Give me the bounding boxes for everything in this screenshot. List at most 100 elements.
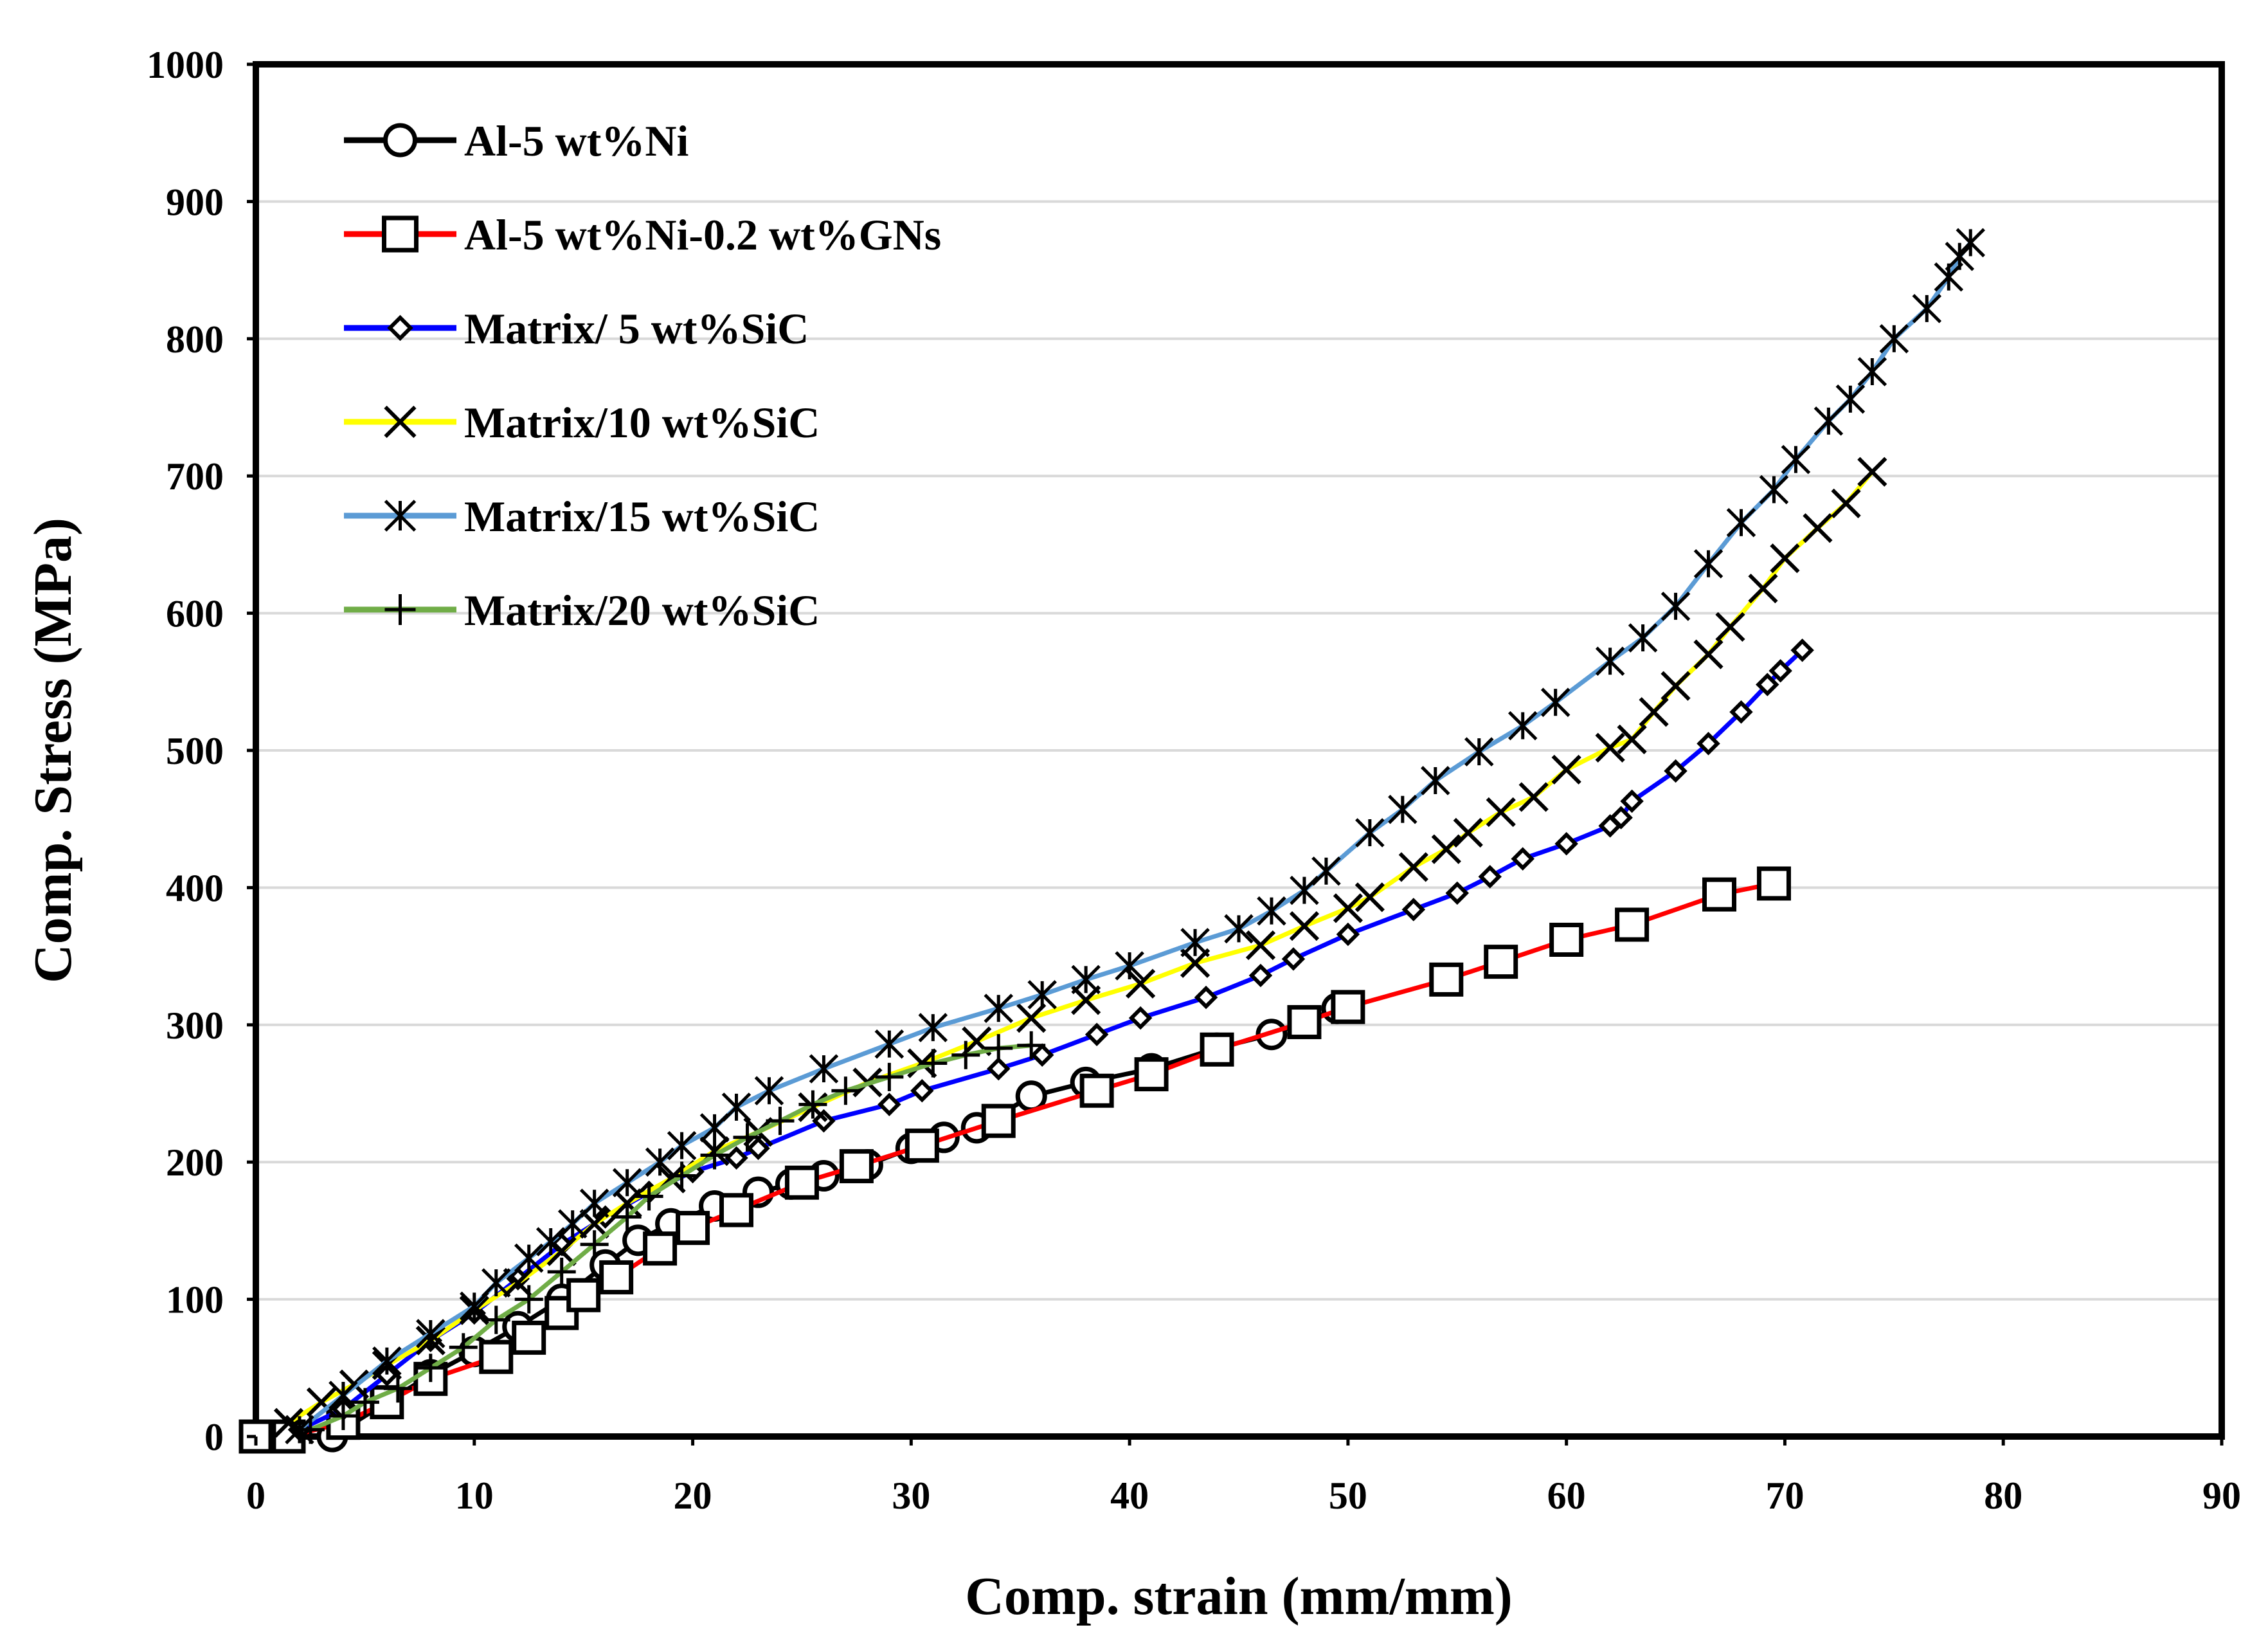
series-6 — [296, 1031, 1046, 1444]
data-point-diamond — [746, 1136, 770, 1161]
legend-item-3: Matrix/ 5 wt%SiC — [344, 304, 809, 353]
data-point-square — [839, 1149, 874, 1184]
data-point-x — [306, 1387, 337, 1417]
legend-label: Al-5 wt%Ni-0.2 wt%GNs — [464, 210, 941, 259]
data-point-diamond — [1194, 985, 1218, 1010]
data-point-plus — [383, 1374, 412, 1403]
data-point-star — [416, 1319, 446, 1348]
data-point-plus — [482, 1305, 510, 1334]
y-tick-label: 400 — [166, 867, 224, 909]
data-point-plus — [700, 1141, 729, 1170]
data-point-star — [372, 1346, 402, 1376]
y-tick-label: 900 — [166, 181, 224, 223]
data-point-star — [667, 1130, 697, 1161]
x-tick-label: 60 — [1547, 1474, 1586, 1517]
data-point-star — [1661, 592, 1691, 621]
data-point-x — [1617, 724, 1647, 755]
data-point-star — [1224, 914, 1254, 944]
x-tick-label: 0 — [246, 1474, 266, 1517]
data-point-star — [1071, 965, 1101, 995]
data-point-star — [1956, 228, 1986, 258]
data-point-square — [719, 1193, 754, 1228]
legend-label: Matrix/10 wt%SiC — [464, 398, 820, 447]
legend-label: Matrix/20 wt%SiC — [464, 586, 820, 635]
data-point-diamond — [1790, 638, 1814, 662]
data-point-diamond — [1478, 865, 1502, 889]
data-point-x — [1431, 834, 1461, 864]
data-point-x — [1770, 543, 1800, 574]
data-point-square — [643, 1231, 678, 1266]
legend-item-5: Matrix/15 wt%SiC — [344, 492, 820, 541]
legend-item-2: Al-5 wt%Ni-0.2 wt%GNs — [344, 210, 941, 259]
data-point-star — [1257, 896, 1286, 926]
data-point-star — [1759, 475, 1789, 505]
data-point-star — [874, 1029, 905, 1059]
x-axis-title: Comp. strain (mm/mm) — [965, 1566, 1513, 1626]
data-point-diamond — [1769, 658, 1792, 683]
data-point-diamond — [986, 1056, 1011, 1081]
data-point-x — [1715, 612, 1745, 642]
data-point-star — [1027, 980, 1057, 1010]
y-tick-label: 1000 — [147, 44, 224, 86]
data-point-diamond — [1401, 898, 1426, 921]
legend-item-1: Al-5 wt%Ni — [344, 116, 688, 165]
data-point-star — [612, 1168, 642, 1197]
legend-item-6: Matrix/20 wt%SiC — [344, 586, 820, 635]
series-5 — [285, 228, 1986, 1445]
data-point-diamond — [1756, 673, 1779, 696]
data-point-diamond — [1511, 847, 1534, 871]
data-point-star — [1508, 711, 1538, 741]
data-point-star — [645, 1147, 675, 1177]
data-point-square — [1484, 945, 1518, 979]
data-point-star — [754, 1076, 784, 1105]
data-point-x — [1245, 930, 1276, 961]
data-point-plus — [328, 1401, 357, 1430]
data-point-square — [512, 1320, 546, 1355]
y-tick-label: 0 — [204, 1416, 224, 1458]
data-point-star — [1180, 927, 1210, 957]
data-point-x — [1661, 671, 1691, 701]
data-point-star — [1388, 794, 1418, 824]
data-point-square — [1549, 922, 1584, 957]
series-3 — [287, 638, 1814, 1442]
data-point-diamond — [1248, 963, 1273, 988]
x-tick-label: 30 — [892, 1474, 930, 1517]
data-point-square — [1079, 1073, 1114, 1108]
data-point-diamond — [910, 1078, 934, 1103]
data-point-x — [1180, 948, 1210, 978]
data-point-star — [1421, 766, 1450, 795]
data-point-diamond — [812, 1109, 836, 1133]
data-point-x — [1071, 985, 1101, 1015]
data-point-star — [536, 1227, 566, 1256]
data-point-star — [1540, 687, 1571, 718]
data-point-star — [1879, 324, 1909, 354]
data-point-plus — [449, 1333, 478, 1362]
data-point-x — [1518, 782, 1549, 812]
data-point-x — [1398, 852, 1428, 882]
data-point-square — [784, 1165, 819, 1200]
data-point-plus — [831, 1076, 860, 1105]
data-point-star — [1693, 549, 1724, 579]
legend-marker-square — [382, 215, 419, 253]
data-point-x — [1748, 574, 1778, 604]
series-layer — [239, 228, 1986, 1454]
data-point-plus — [951, 1040, 980, 1069]
data-point-plus — [984, 1034, 1013, 1063]
data-point-plus — [350, 1388, 379, 1417]
data-point-plus — [634, 1182, 663, 1211]
data-point-x — [1486, 797, 1516, 828]
data-point-x — [1831, 488, 1861, 519]
data-point-diamond — [1697, 732, 1720, 756]
data-point-square — [981, 1103, 1016, 1138]
data-point-square — [676, 1211, 710, 1246]
data-point-star — [1464, 737, 1494, 766]
legend: Al-5 wt%Ni Al-5 wt%Ni-0.2 wt%GNs Matrix/ 5… — [344, 116, 941, 635]
data-point-star — [1912, 294, 1942, 323]
x-tick-label: 80 — [1984, 1474, 2022, 1517]
x-axis-ticks: 0 10 20 30 40 50 60 70 80 90 — [246, 1437, 2241, 1517]
data-point-plus — [1017, 1031, 1046, 1060]
data-point-plus — [766, 1107, 795, 1136]
data-point-star — [918, 1013, 948, 1042]
